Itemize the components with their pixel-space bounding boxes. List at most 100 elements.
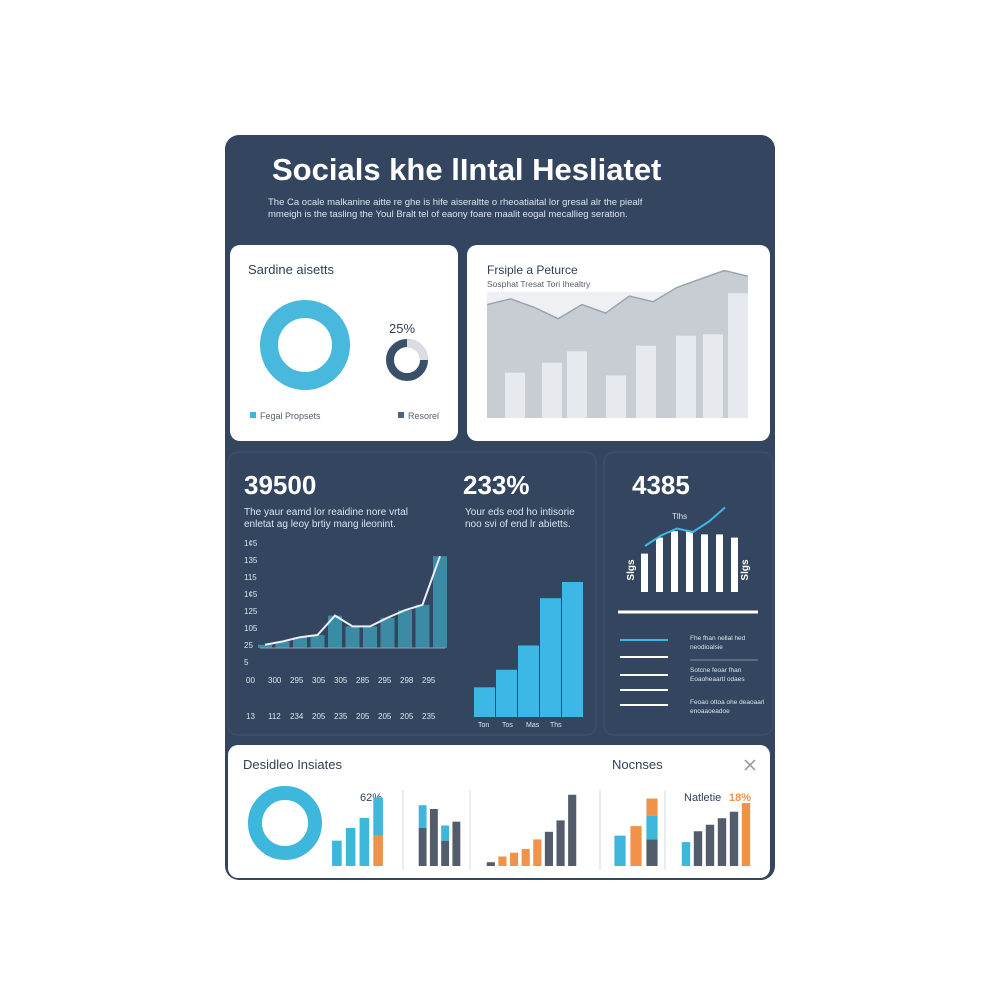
axis-label: 25 (244, 641, 253, 650)
bar (433, 556, 447, 648)
bar (636, 345, 656, 418)
bar-segment (359, 817, 370, 866)
subtitle: mmeigh is the tasling the Youl Bralt tel… (268, 209, 628, 220)
title: Socials khe lIntal Hesliatet (272, 152, 661, 187)
legend-label: Fegal Propsets (260, 411, 321, 421)
bar-segment (441, 825, 450, 841)
bar (398, 610, 412, 648)
list-text: Sotcne feoar fhan (690, 667, 742, 674)
bar-segment (717, 818, 727, 866)
axis-label: 115 (244, 573, 257, 582)
x-label: Ton (478, 722, 489, 729)
x-label: 205 (378, 712, 392, 721)
legend-label: Resorel (408, 411, 439, 421)
close-icon[interactable] (744, 759, 756, 771)
panel-title: Sardine aisetts (248, 262, 334, 277)
bar (540, 598, 561, 717)
bar-segment (418, 805, 427, 828)
bar-segment (441, 840, 450, 866)
bar-segment (373, 835, 383, 866)
bar-segment (556, 820, 565, 866)
x-label: 235 (334, 712, 348, 721)
x-label: Ths (550, 722, 562, 729)
bar-segment (741, 803, 751, 866)
bar-segment (345, 828, 356, 866)
panel-subtitle: Sosphat Tresat Tori Ihealtry (487, 279, 591, 289)
bar (345, 626, 360, 648)
line-label: Tlhs (672, 512, 687, 521)
bar (731, 537, 738, 592)
bar-segment (429, 809, 438, 866)
bar (258, 644, 272, 648)
bar (716, 534, 723, 592)
bar (606, 375, 626, 418)
bar-segment (509, 852, 519, 866)
bar-segment (418, 828, 427, 866)
axis-label: 135 (244, 556, 258, 565)
x-label: 235 (422, 712, 436, 721)
bar-segment (614, 835, 626, 866)
chart-value: 18% (729, 792, 751, 804)
bar (363, 626, 377, 648)
list-text: enoaaoeadoe (690, 708, 730, 715)
panel-title: Frsiple a Peturce (487, 263, 578, 277)
bar (641, 553, 648, 592)
bar (275, 641, 290, 648)
bar (474, 687, 495, 717)
side-label: Slgs (626, 559, 637, 581)
line (264, 555, 441, 646)
bar (686, 531, 693, 592)
donut-segment (406, 339, 428, 361)
x-label: 305 (334, 676, 348, 685)
kpi-value: 233% (463, 470, 530, 500)
list-text: Eoaoheaartl odaes (690, 676, 745, 683)
x-label: 205 (312, 712, 326, 721)
side-label: Slgs (740, 559, 751, 581)
legend-swatch (250, 412, 256, 418)
legend-swatch (398, 412, 404, 418)
axis-label: 125 (244, 607, 258, 616)
x-label: Tos (502, 722, 513, 729)
bar (562, 582, 583, 717)
donut-label: 25% (389, 321, 415, 336)
bar (671, 531, 678, 592)
axis-label: 5 (244, 658, 249, 667)
kpi-panel (227, 451, 597, 736)
bar (505, 372, 525, 418)
kpi-text: enletat ag leoy brtiy mang ileonint. (244, 519, 396, 530)
bar-segment (498, 856, 507, 866)
bar-segment (533, 839, 542, 866)
kpi-text: The yaur eamd lor reaidine nore vrtal (244, 507, 408, 518)
donut (260, 300, 350, 390)
x-label: Mas (526, 722, 540, 729)
bar (310, 635, 325, 648)
x-label: 295 (422, 676, 436, 685)
bar-segment (373, 797, 383, 836)
bar-segment (646, 798, 658, 816)
bar-segment (486, 862, 495, 866)
list-text: neodioalsie (690, 644, 723, 651)
list-text: Fhe fhan nellal hed (690, 635, 746, 642)
axis-label: 1¢5 (244, 539, 258, 548)
bar (701, 534, 708, 592)
kpi-value: 4385 (632, 470, 690, 500)
list-text: Feoao ottoa ohe deaoaarl (690, 699, 765, 706)
kpi-value: 39500 (244, 470, 316, 500)
bar-segment (646, 839, 658, 866)
x-label: 112 (268, 712, 281, 721)
kpi-text: Your eds eod ho intisorie (465, 507, 575, 518)
x-label: 285 (356, 676, 370, 685)
bar-segment (452, 821, 461, 866)
chart-label: Natletie (684, 792, 721, 804)
bar (328, 615, 342, 648)
bar (656, 537, 663, 592)
bar (518, 645, 539, 717)
bar (496, 669, 517, 717)
bar-segment (646, 815, 658, 840)
x-label: 205 (400, 712, 414, 721)
panel-title: Nocnses (612, 757, 663, 772)
x-label: 234 (290, 712, 304, 721)
x-label: 00 (246, 676, 255, 685)
bar (542, 362, 562, 418)
